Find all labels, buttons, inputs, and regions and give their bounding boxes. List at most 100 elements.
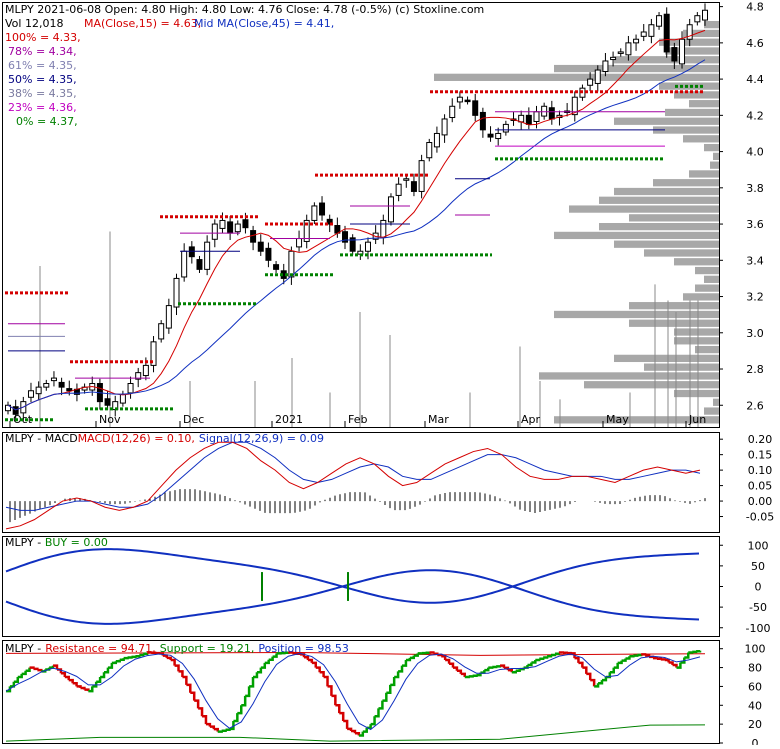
position-step	[386, 685, 390, 693]
macd-tick-label: 0.00	[748, 495, 773, 508]
position-step	[665, 660, 669, 663]
position-step	[14, 677, 18, 682]
volume-profile-bar	[644, 249, 719, 256]
position-step	[131, 656, 135, 657]
volume-profile-bar	[713, 153, 719, 160]
candle-body	[120, 394, 125, 403]
position-step	[49, 666, 53, 668]
position-step	[473, 675, 477, 676]
fib-50: 50% = 4.35,	[8, 73, 77, 86]
candle-body	[297, 239, 302, 247]
position-step	[480, 670, 484, 673]
position-step	[543, 656, 547, 657]
candle-body	[657, 16, 662, 27]
macd-tick-label: -0.05	[746, 511, 774, 524]
position-step	[402, 660, 406, 666]
position-step	[175, 666, 179, 672]
position-step	[441, 656, 445, 660]
volume-profile-bar	[629, 214, 719, 221]
resistance-value: Resistance = 94.71,	[45, 642, 155, 655]
pos-tick-label: 60	[748, 680, 762, 693]
position-value: Position = 98.53	[258, 642, 349, 655]
candle-body	[212, 224, 217, 239]
position-step	[394, 671, 398, 677]
position-smooth-line	[6, 653, 700, 729]
volume-profile-bar	[695, 346, 719, 353]
position-step	[657, 659, 661, 660]
position-step	[104, 668, 108, 673]
position-step	[626, 656, 630, 658]
position-step	[469, 676, 473, 677]
position-panel-frame	[3, 641, 720, 744]
volume-profile-bar	[614, 188, 719, 195]
position-step	[69, 680, 73, 683]
position-step	[598, 680, 602, 683]
fib-0: 0% = 4.37,	[16, 115, 78, 128]
macd-value: MACD(12,26) = 0.10,	[78, 432, 195, 445]
price-header: MLPY 2021-06-08 Open: 4.80 High: 4.80 Lo…	[5, 3, 484, 16]
position-step	[206, 724, 210, 727]
candle-body	[588, 79, 593, 85]
pos-tick-label: 100	[745, 643, 766, 656]
macd-line	[6, 442, 700, 529]
position-step	[112, 661, 116, 663]
position-step	[108, 663, 112, 668]
buy-panel-frame	[3, 537, 720, 637]
position-step	[363, 728, 367, 732]
position-step	[96, 677, 100, 682]
candle-body	[266, 248, 271, 260]
volume-profile-bar	[584, 381, 719, 388]
position-step	[316, 668, 320, 673]
volume-profile-bar	[689, 100, 719, 107]
volume-profile-bar	[554, 311, 719, 318]
position-step	[128, 657, 132, 658]
price-tick-label: 4.6	[746, 37, 764, 50]
position-step	[253, 672, 257, 677]
position-step	[120, 658, 124, 660]
position-step	[465, 676, 469, 677]
volume-profile-bar	[713, 399, 719, 406]
position-step	[214, 729, 218, 732]
candle-body	[251, 231, 256, 243]
macd-header: MLPY - MACDMACD(12,26) = 0.10,Signal(12,…	[5, 432, 324, 445]
volume-profile-bar	[599, 223, 719, 230]
volume-profile-bar	[659, 82, 719, 89]
position-step	[555, 652, 559, 653]
candle-body	[396, 184, 401, 195]
candle-body	[205, 242, 210, 269]
volume-profile-bar	[689, 170, 719, 177]
pos-name: MLPY -	[5, 642, 41, 655]
price-tick-label: 3.0	[746, 327, 764, 340]
ma45-label: Mid MA(Close,45) = 4.41,	[194, 17, 334, 30]
position-step	[26, 668, 30, 671]
candle-body	[189, 247, 194, 257]
volume-profile-bar	[674, 337, 719, 344]
macd-name: MLPY - MACD	[5, 432, 78, 445]
position-step	[171, 660, 175, 666]
volume-profile-bar	[674, 258, 719, 265]
position-step	[461, 674, 465, 677]
position-step	[343, 721, 347, 729]
position-step	[684, 652, 688, 657]
volume-profile-bar	[434, 74, 719, 81]
position-step	[578, 663, 582, 668]
candle-body	[465, 100, 470, 102]
position-step	[347, 729, 351, 731]
candle-body	[67, 389, 72, 391]
candle-body	[44, 384, 49, 388]
volume-profile-bar	[704, 407, 719, 414]
position-step	[210, 727, 214, 730]
macd-tick-label: 0.05	[748, 480, 773, 493]
volume-profile-bar	[614, 118, 719, 125]
price-tick-label: 3.8	[746, 182, 764, 195]
month-label: Jun	[688, 413, 706, 426]
buy-tick-label: 50	[751, 560, 765, 573]
ma15-line	[8, 30, 705, 409]
position-step	[84, 690, 88, 692]
candle-body	[243, 220, 248, 228]
position-step	[92, 682, 96, 687]
position-step	[37, 670, 41, 671]
